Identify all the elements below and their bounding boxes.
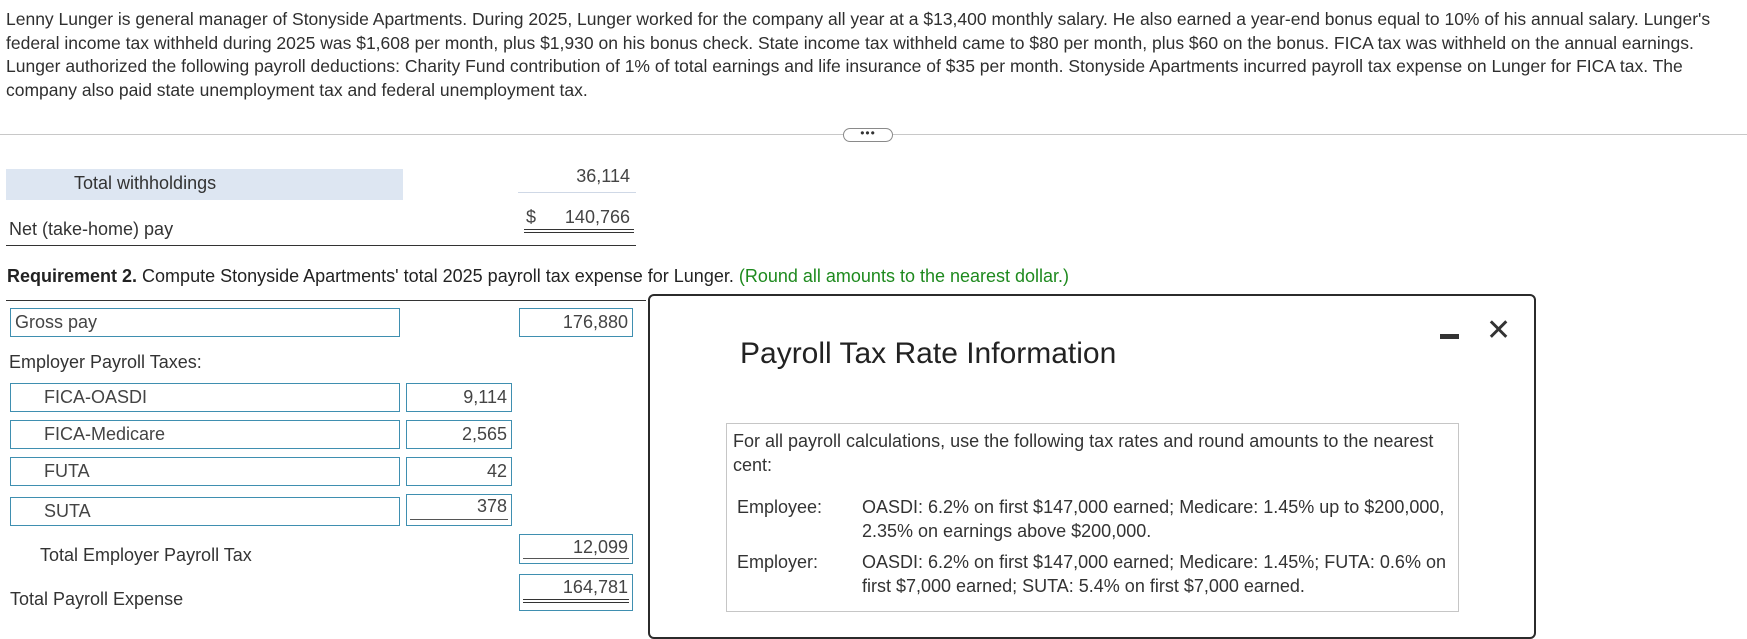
total-employer-tax-label: Total Employer Payroll Tax: [40, 545, 252, 565]
requirement1-bottom-rule: [6, 245, 636, 246]
net-pay-value: 140,766: [564, 207, 630, 227]
employer-rates: OASDI: 6.2% on first $147,000 earned; Me…: [862, 552, 1446, 596]
net-pay-label: Net (take-home) pay: [9, 219, 174, 239]
requirement2-heading-text: Compute Stonyside Apartments' total 2025…: [137, 266, 734, 286]
fica-medicare-input[interactable]: 2,565: [406, 420, 512, 449]
total-withholdings-underline: [518, 192, 636, 193]
requirement2-heading-bold: Requirement 2.: [7, 266, 138, 286]
futa-label-field[interactable]: FUTA: [10, 457, 400, 486]
requirement2-top-rule: [6, 300, 646, 301]
net-pay-underline-1: [524, 229, 634, 230]
total-withholdings-row: [6, 169, 403, 200]
employee-rates: OASDI: 6.2% on first $147,000 earned; Me…: [862, 497, 1445, 541]
dialog-title: Payroll Tax Rate Information: [740, 337, 1117, 370]
gross-pay-label-field[interactable]: Gross pay: [10, 308, 400, 337]
net-pay-underline-2: [524, 232, 634, 233]
gross-pay-input[interactable]: 176,880: [519, 308, 633, 337]
fica-oasdi-label-field[interactable]: FICA-OASDI: [10, 383, 400, 412]
tax-rate-intro: For all payroll calculations, use the fo…: [733, 431, 1434, 475]
total-payroll-expense-underline-2: [523, 602, 629, 603]
fica-medicare-label-field[interactable]: FICA-Medicare: [10, 420, 400, 449]
total-payroll-expense-label: Total Payroll Expense: [10, 589, 184, 609]
total-employer-tax-underline: [523, 558, 629, 559]
rounding-note: (Round all amounts to the nearest dollar…: [738, 266, 1070, 286]
expand-button[interactable]: •••: [843, 127, 893, 142]
minimize-icon[interactable]: [1440, 334, 1459, 339]
suta-label-field[interactable]: SUTA: [10, 497, 400, 526]
fica-oasdi-input[interactable]: 9,114: [406, 383, 512, 412]
total-withholdings-value: 36,114: [576, 166, 630, 186]
employee-label: Employee:: [737, 497, 823, 517]
total-payroll-expense-underline-1: [523, 599, 629, 600]
requirement2-heading: Requirement 2. Compute Stonyside Apartme…: [7, 266, 1069, 287]
close-icon[interactable]: ✕: [1486, 314, 1512, 347]
futa-input[interactable]: 42: [406, 457, 512, 486]
employer-label: Employer:: [737, 552, 819, 572]
employer-taxes-label: Employer Payroll Taxes:: [9, 352, 202, 372]
tax-rate-info-box: [726, 423, 1459, 612]
suta-input[interactable]: 378: [406, 494, 512, 526]
total-withholdings-label: Total withholdings: [74, 173, 217, 193]
problem-statement: Lenny Lunger is general manager of Stony…: [6, 9, 1711, 100]
net-pay-currency: $: [526, 207, 537, 227]
suta-underline: [410, 519, 508, 520]
total-payroll-expense-input[interactable]: 164,781: [519, 574, 633, 611]
total-employer-tax-input[interactable]: 12,099: [519, 534, 633, 564]
